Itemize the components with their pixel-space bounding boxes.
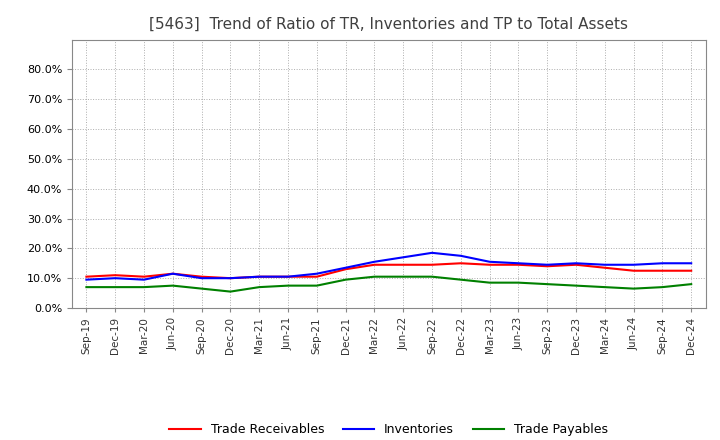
Inventories [284, 274, 292, 279]
Trade Receivables [370, 262, 379, 268]
Trade Receivables [428, 262, 436, 268]
Trade Payables [428, 274, 436, 279]
Inventories [543, 262, 552, 268]
Inventories [600, 262, 609, 268]
Inventories [456, 253, 465, 258]
Trade Payables [456, 277, 465, 282]
Trade Receivables [111, 272, 120, 278]
Inventories [572, 260, 580, 266]
Trade Receivables [600, 265, 609, 270]
Inventories [255, 274, 264, 279]
Trade Receivables [456, 260, 465, 266]
Line: Trade Receivables: Trade Receivables [86, 263, 691, 278]
Trade Receivables [485, 262, 494, 268]
Inventories [226, 275, 235, 281]
Trade Receivables [658, 268, 667, 273]
Inventories [82, 277, 91, 282]
Trade Receivables [226, 275, 235, 281]
Inventories [341, 265, 350, 270]
Inventories [399, 255, 408, 260]
Trade Receivables [514, 262, 523, 268]
Trade Payables [197, 286, 206, 291]
Inventories [514, 260, 523, 266]
Inventories [111, 275, 120, 281]
Trade Receivables [168, 271, 177, 276]
Trade Payables [140, 285, 148, 290]
Trade Payables [543, 282, 552, 287]
Trade Receivables [197, 274, 206, 279]
Inventories [485, 259, 494, 264]
Trade Payables [168, 283, 177, 288]
Trade Payables [600, 285, 609, 290]
Trade Payables [687, 282, 696, 287]
Trade Payables [111, 285, 120, 290]
Trade Payables [226, 289, 235, 294]
Trade Payables [255, 285, 264, 290]
Trade Payables [572, 283, 580, 288]
Inventories [197, 275, 206, 281]
Trade Receivables [312, 274, 321, 279]
Inventories [629, 262, 638, 268]
Trade Payables [312, 283, 321, 288]
Line: Trade Payables: Trade Payables [86, 277, 691, 292]
Trade Receivables [399, 262, 408, 268]
Trade Payables [629, 286, 638, 291]
Trade Receivables [572, 262, 580, 268]
Title: [5463]  Trend of Ratio of TR, Inventories and TP to Total Assets: [5463] Trend of Ratio of TR, Inventories… [149, 16, 629, 32]
Trade Receivables [82, 274, 91, 279]
Trade Receivables [341, 267, 350, 272]
Trade Payables [514, 280, 523, 285]
Line: Inventories: Inventories [86, 253, 691, 280]
Trade Payables [485, 280, 494, 285]
Trade Receivables [629, 268, 638, 273]
Trade Payables [284, 283, 292, 288]
Trade Receivables [284, 274, 292, 279]
Trade Payables [82, 285, 91, 290]
Inventories [140, 277, 148, 282]
Legend: Trade Receivables, Inventories, Trade Payables: Trade Receivables, Inventories, Trade Pa… [164, 418, 613, 440]
Inventories [312, 271, 321, 276]
Trade Receivables [255, 274, 264, 279]
Trade Payables [341, 277, 350, 282]
Trade Payables [658, 285, 667, 290]
Trade Receivables [543, 264, 552, 269]
Inventories [428, 250, 436, 256]
Inventories [168, 271, 177, 276]
Trade Payables [370, 274, 379, 279]
Inventories [370, 259, 379, 264]
Inventories [658, 260, 667, 266]
Trade Receivables [140, 274, 148, 279]
Trade Payables [399, 274, 408, 279]
Trade Receivables [687, 268, 696, 273]
Inventories [687, 260, 696, 266]
